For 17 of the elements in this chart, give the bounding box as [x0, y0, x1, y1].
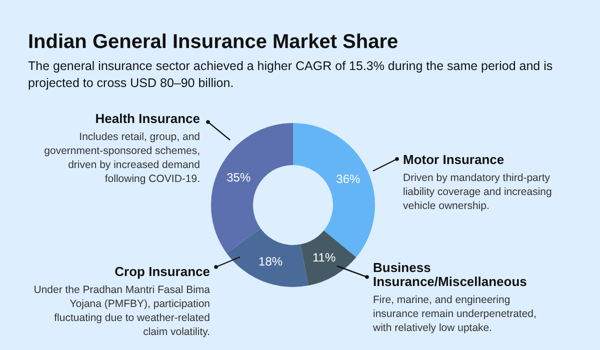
slice-label: Business Insurance/Miscellaneous	[373, 260, 527, 289]
chart-title: Indian General Insurance Market Share	[28, 31, 398, 53]
donut-slice	[226, 228, 308, 287]
donut-slice	[300, 230, 356, 286]
donut-slice	[211, 123, 293, 254]
data-label: 35%	[226, 170, 251, 184]
text: Fire, marine, and engineering insurance remain underpenetrated, with relatively low uptake.	[372, 294, 536, 334]
chart-subtitle: The general insurance sector achieved a higher CAGR of 15.3% during the same period and is projected to cross USD 80–90 billion.	[28, 59, 553, 90]
data-label: 11%	[312, 250, 336, 265]
slice-label: Health Insurance	[95, 111, 200, 126]
text: Includes retail, group, and government-sponsored schemes, driven by increased demand following COVID-19.	[44, 131, 200, 185]
text: Under the Pradhan Mantri Fasal Bima Yojana (PMFBY), participation fluctuating due to weather-related claim volatility.	[34, 284, 210, 338]
slice-label: Motor Insurance	[403, 152, 504, 167]
data-label: 36%	[336, 172, 361, 186]
text: Driven by mandatory third-party liability coverage and increasing vehicle ownership.	[403, 172, 552, 212]
data-label: 18%	[258, 254, 283, 269]
slice-label: Crop Insurance	[114, 264, 210, 279]
